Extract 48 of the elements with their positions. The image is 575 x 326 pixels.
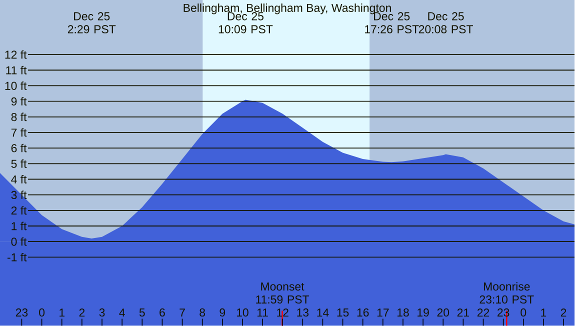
x-tick-label: 12 — [277, 308, 288, 316]
y-tick-label: 10 ft — [5, 81, 27, 90]
y-tick-label: 9 ft — [11, 96, 27, 106]
ref-line-label: Moonrise 23:10 PST — [480, 282, 534, 304]
annotation: Dec 25 20:08 PST — [418, 12, 473, 34]
x-tick-label: 4 — [119, 308, 125, 316]
y-tick-label: 4 ft — [11, 174, 27, 184]
y-tick-label: -1 ft — [8, 252, 27, 262]
x-tick-label: 1 — [541, 308, 546, 316]
annotation: Dec 25 2:29 PST — [68, 12, 116, 34]
annotation: Dec 25 10:09 PST — [218, 12, 273, 34]
y-tick-label: 2 ft — [11, 206, 27, 214]
x-tick-label: 20 — [437, 308, 450, 316]
x-tick-label: 0 — [520, 308, 526, 316]
y-tick-label: 5 ft — [11, 159, 27, 168]
y-tick-label: 11 ft — [6, 66, 27, 74]
x-tick-label: 9 — [220, 308, 226, 316]
x-tick-label: 2 — [560, 308, 566, 316]
ref-line-label: Moonset 11:59 PST — [256, 282, 310, 304]
x-tick-label: 11 — [257, 308, 268, 316]
y-tick-label: 6 ft — [11, 144, 27, 152]
x-tick-label: 1 — [60, 308, 64, 316]
x-tick-label: 7 — [180, 308, 185, 316]
x-tick-label: 3 — [99, 308, 105, 316]
y-tick-label: 1 ft — [12, 222, 27, 230]
x-tick-label: 22 — [477, 308, 490, 316]
x-tick-label: 17 — [377, 308, 389, 316]
x-tick-label: 23 — [498, 308, 510, 316]
x-tick-label: 5 — [139, 308, 145, 316]
x-tick-label: 0 — [39, 308, 45, 316]
y-tick-label: 8 ft — [11, 112, 27, 121]
x-tick-label: 10 — [236, 308, 248, 316]
y-tick-label: 7 ft — [11, 128, 27, 137]
x-tick-label: 15 — [337, 308, 349, 316]
x-tick-label: 6 — [160, 308, 165, 316]
x-tick-label: 19 — [418, 308, 429, 316]
y-tick-label: 3 ft — [11, 190, 27, 199]
x-tick-label: 18 — [397, 308, 409, 316]
x-tick-label: 2 — [79, 308, 85, 316]
x-tick-label: 8 — [200, 308, 206, 316]
y-tick-label: 12 ft — [5, 50, 27, 59]
y-tick-label: 0 ft — [11, 237, 27, 246]
chart-title: Bellingham, Bellingham Bay, Washington — [184, 3, 391, 14]
x-tick-label: 13 — [297, 308, 309, 316]
x-tick-label: 23 — [16, 308, 28, 316]
x-tick-label: 14 — [317, 308, 329, 316]
x-tick-label: 16 — [357, 308, 369, 316]
x-tick-label: 21 — [457, 308, 470, 316]
